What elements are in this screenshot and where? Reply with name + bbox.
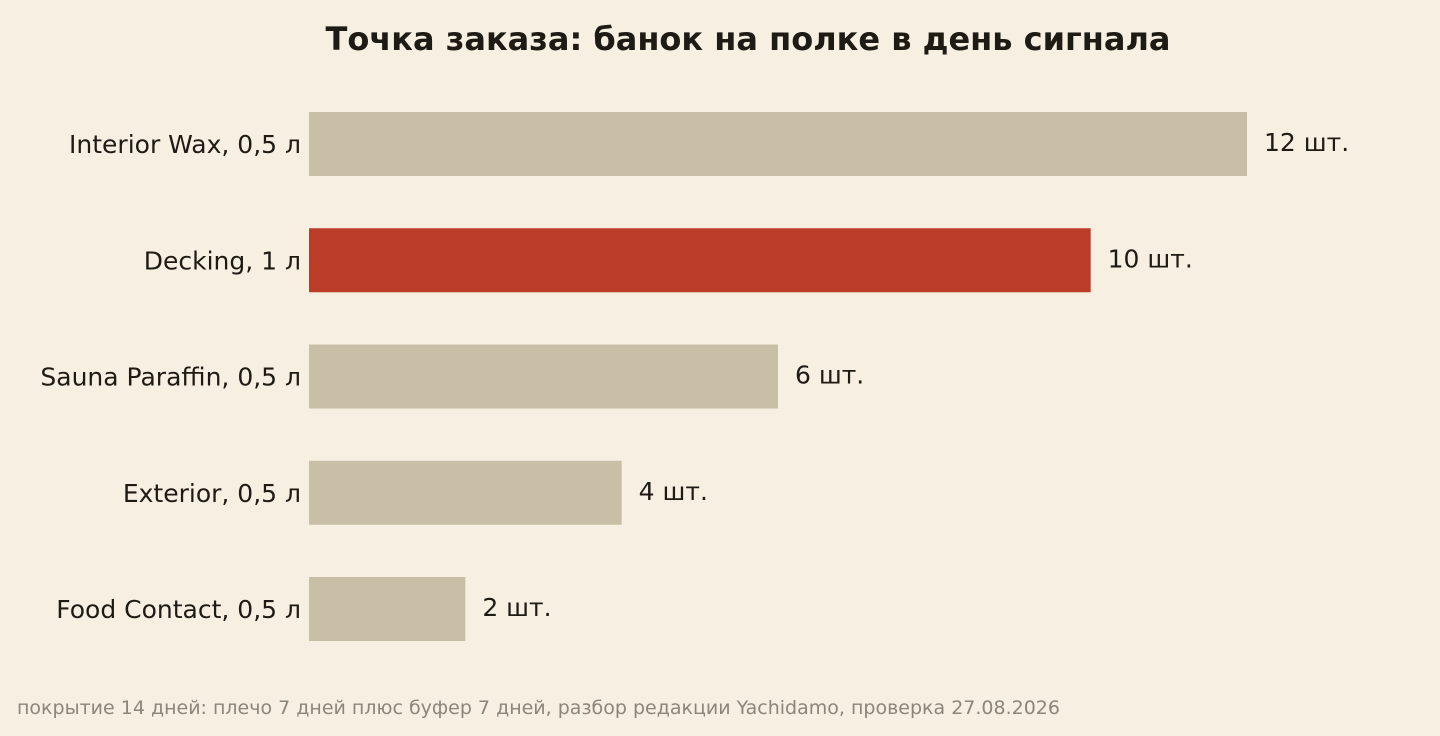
category-label-4: Exterior, 0,5 л bbox=[123, 479, 301, 508]
bar-5 bbox=[309, 577, 466, 641]
chart-footnote: покрытие 14 дней: плечо 7 дней плюс буфе… bbox=[17, 697, 1060, 719]
category-label-2: Decking, 1 л bbox=[144, 246, 301, 275]
category-label-5: Food Contact, 0,5 л bbox=[56, 595, 301, 624]
value-label-2: 10 шт. bbox=[1108, 244, 1193, 273]
bar-1 bbox=[309, 112, 1247, 176]
chart-title: Точка заказа: банок на полке в день сигн… bbox=[326, 20, 1171, 58]
bars-group: Interior Wax, 0,5 л 12 шт. Decking, 1 л 10 … bbox=[40, 112, 1349, 641]
bar-2 bbox=[309, 228, 1091, 293]
category-label-3: Sauna Paraffin, 0,5 л bbox=[40, 363, 301, 392]
category-label-1: Interior Wax, 0,5 л bbox=[69, 130, 301, 159]
value-label-3: 6 шт. bbox=[795, 361, 864, 390]
value-label-5: 2 шт. bbox=[482, 593, 551, 622]
value-label-4: 4 шт. bbox=[639, 477, 708, 506]
value-label-1: 12 шт. bbox=[1264, 128, 1349, 157]
bar-4 bbox=[309, 460, 622, 525]
bar-3 bbox=[309, 344, 778, 409]
